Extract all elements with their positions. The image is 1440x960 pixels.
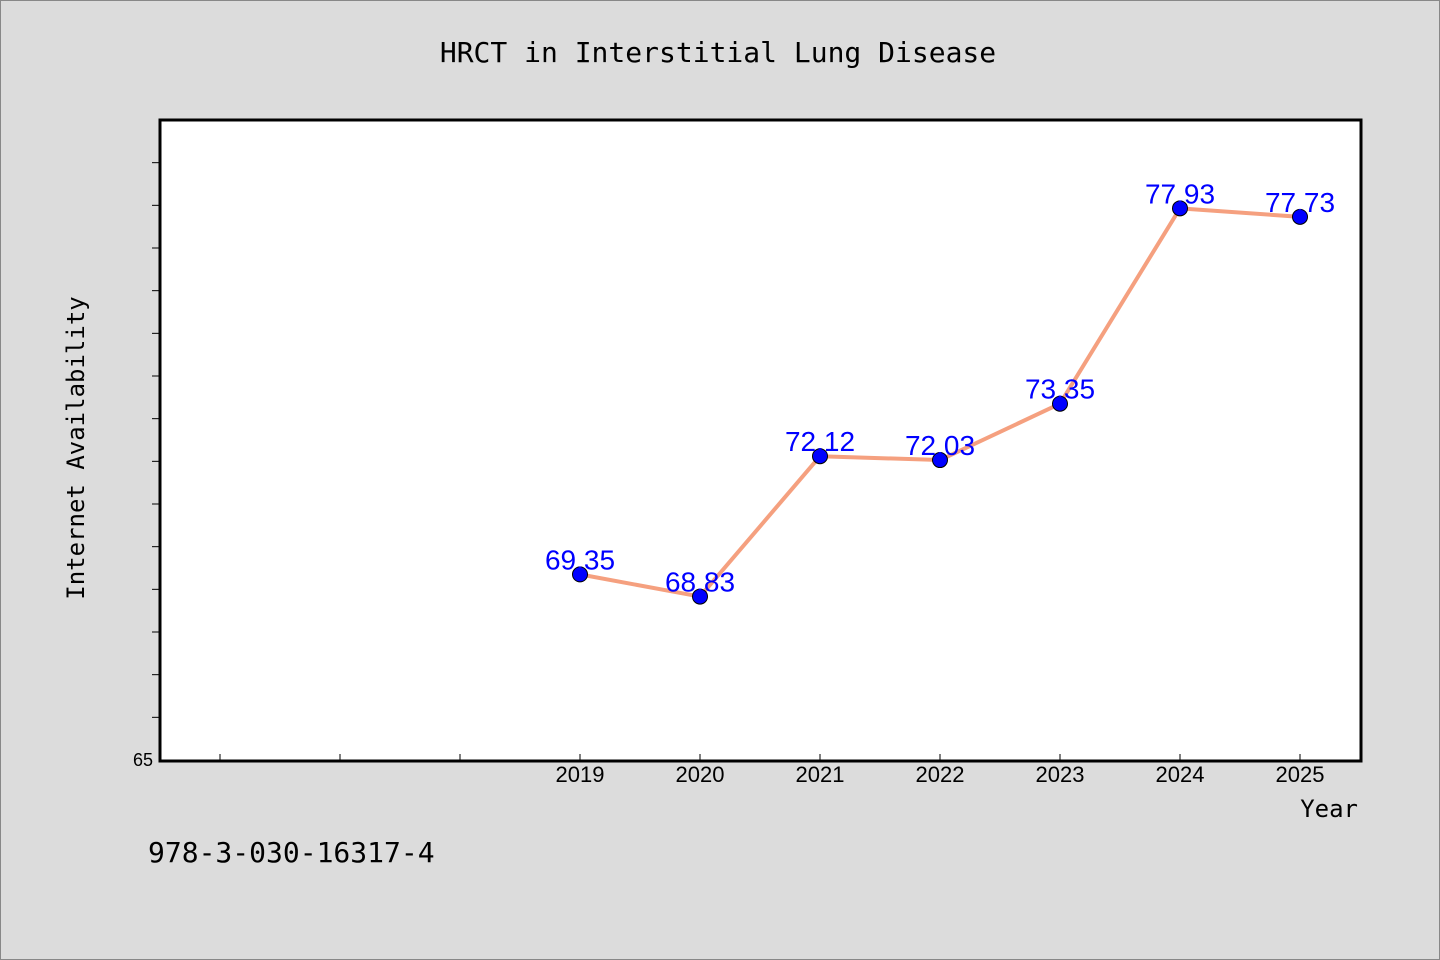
- x-tick-label: 2021: [796, 762, 845, 787]
- data-label: 77.73: [1265, 187, 1335, 218]
- data-point-marker: [1292, 208, 1308, 225]
- data-label: 69.35: [545, 544, 615, 575]
- series-line-group: [572, 200, 1308, 605]
- x-tick-labels: 2019 2020 2021 2022 2023 2024 2025: [556, 762, 1325, 787]
- x-tick-label: 2023: [1036, 762, 1085, 787]
- isbn-text: 978-3-030-16317-4: [148, 836, 435, 869]
- data-point-marker: [1052, 395, 1068, 412]
- data-label: 77.93: [1145, 178, 1215, 209]
- x-tick-label: 2020: [676, 762, 725, 787]
- data-labels: 69.35 68.83 72.12 72.03 73.35 77.93 77.73: [545, 178, 1335, 597]
- data-label: 72.03: [905, 430, 975, 461]
- x-axis-ticks: [219, 754, 1301, 760]
- y-axis-label: Internet Availability: [62, 296, 90, 599]
- y-axis-ticks: [152, 162, 160, 718]
- data-point-marker: [932, 452, 948, 469]
- y-tick-label-min: 65: [133, 750, 153, 770]
- x-tick-label: 2019: [556, 762, 605, 787]
- x-tick-label: 2025: [1276, 762, 1325, 787]
- data-point-marker: [692, 588, 708, 605]
- x-tick-label: 2022: [916, 762, 965, 787]
- x-tick-label: 2024: [1156, 762, 1205, 787]
- data-point-marker: [572, 566, 588, 583]
- data-label: 68.83: [665, 567, 735, 598]
- data-point-marker: [1172, 200, 1188, 217]
- x-axis-label: Year: [1300, 795, 1358, 823]
- data-point-marker: [812, 448, 828, 465]
- chart-title: HRCT in Interstitial Lung Disease: [440, 36, 996, 69]
- plot-area: [158, 118, 1363, 763]
- data-label: 72.12: [785, 426, 855, 457]
- data-label: 73.35: [1025, 374, 1095, 405]
